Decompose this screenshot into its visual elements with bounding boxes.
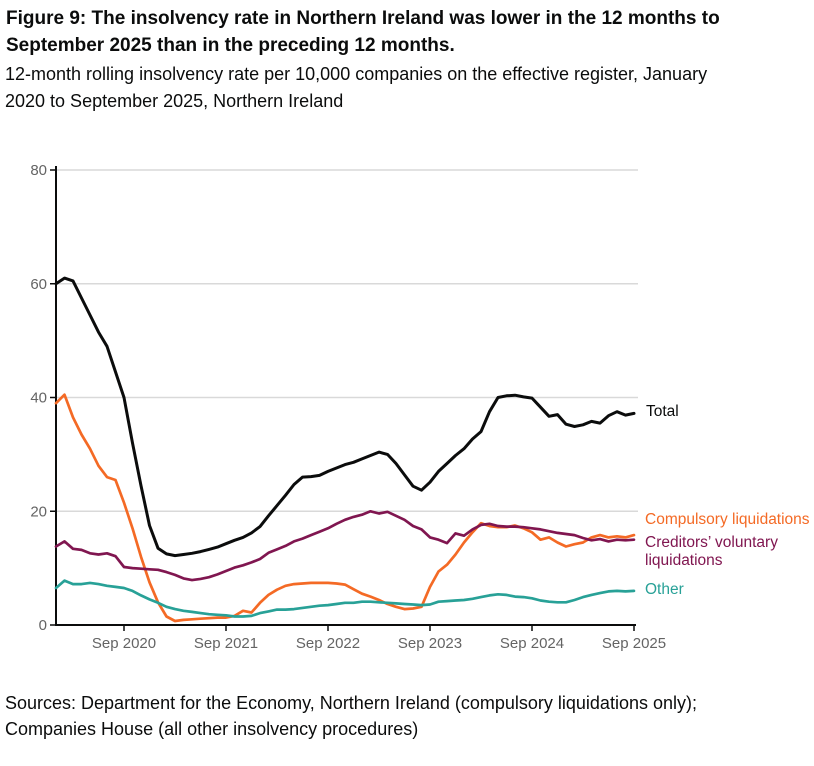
legend-label-total: Total [646, 403, 679, 420]
series-line-compulsory-liquidations [54, 393, 636, 623]
y-tick-label: 20 [30, 503, 47, 520]
x-tick-label: Sep 2020 [92, 635, 156, 652]
y-tick-label: 0 [39, 617, 47, 634]
y-tick-label: 80 [30, 162, 47, 179]
series-line-total [54, 276, 636, 558]
series-line-creditors-voluntary-liquidations [54, 509, 636, 582]
y-tick-label: 40 [30, 390, 47, 407]
figure-title: Figure 9: The insolvency rate in Norther… [6, 8, 720, 56]
legend-label-compulsory-liquidations: Compulsory liquidations [645, 511, 810, 528]
series-line-other [54, 579, 636, 618]
y-tick-label: 60 [30, 276, 47, 293]
legend-label-creditors-voluntary-liquidations: Creditors’ voluntary liquidations [645, 534, 778, 569]
x-tick-label: Sep 2022 [296, 635, 360, 652]
sources-note: Sources: Department for the Economy, Nor… [5, 693, 697, 739]
line-chart: 0 20 40 60 80 Sep 2020 Sep 2021 Sep 2022 Sep 202… [0, 150, 814, 665]
plot-area: 0 20 40 60 80 Sep 2020 Sep 2021 Sep 2022 Sep 202… [30, 162, 666, 652]
x-tick-label: Sep 2021 [194, 635, 258, 652]
figure-subtitle: 12-month rolling insolvency rate per 10,… [5, 64, 708, 111]
x-tick-label: Sep 2023 [398, 635, 462, 652]
x-tick-label: Sep 2024 [500, 635, 564, 652]
x-tick-label: Sep 2025 [602, 635, 666, 652]
legend-label-other: Other [645, 581, 684, 598]
